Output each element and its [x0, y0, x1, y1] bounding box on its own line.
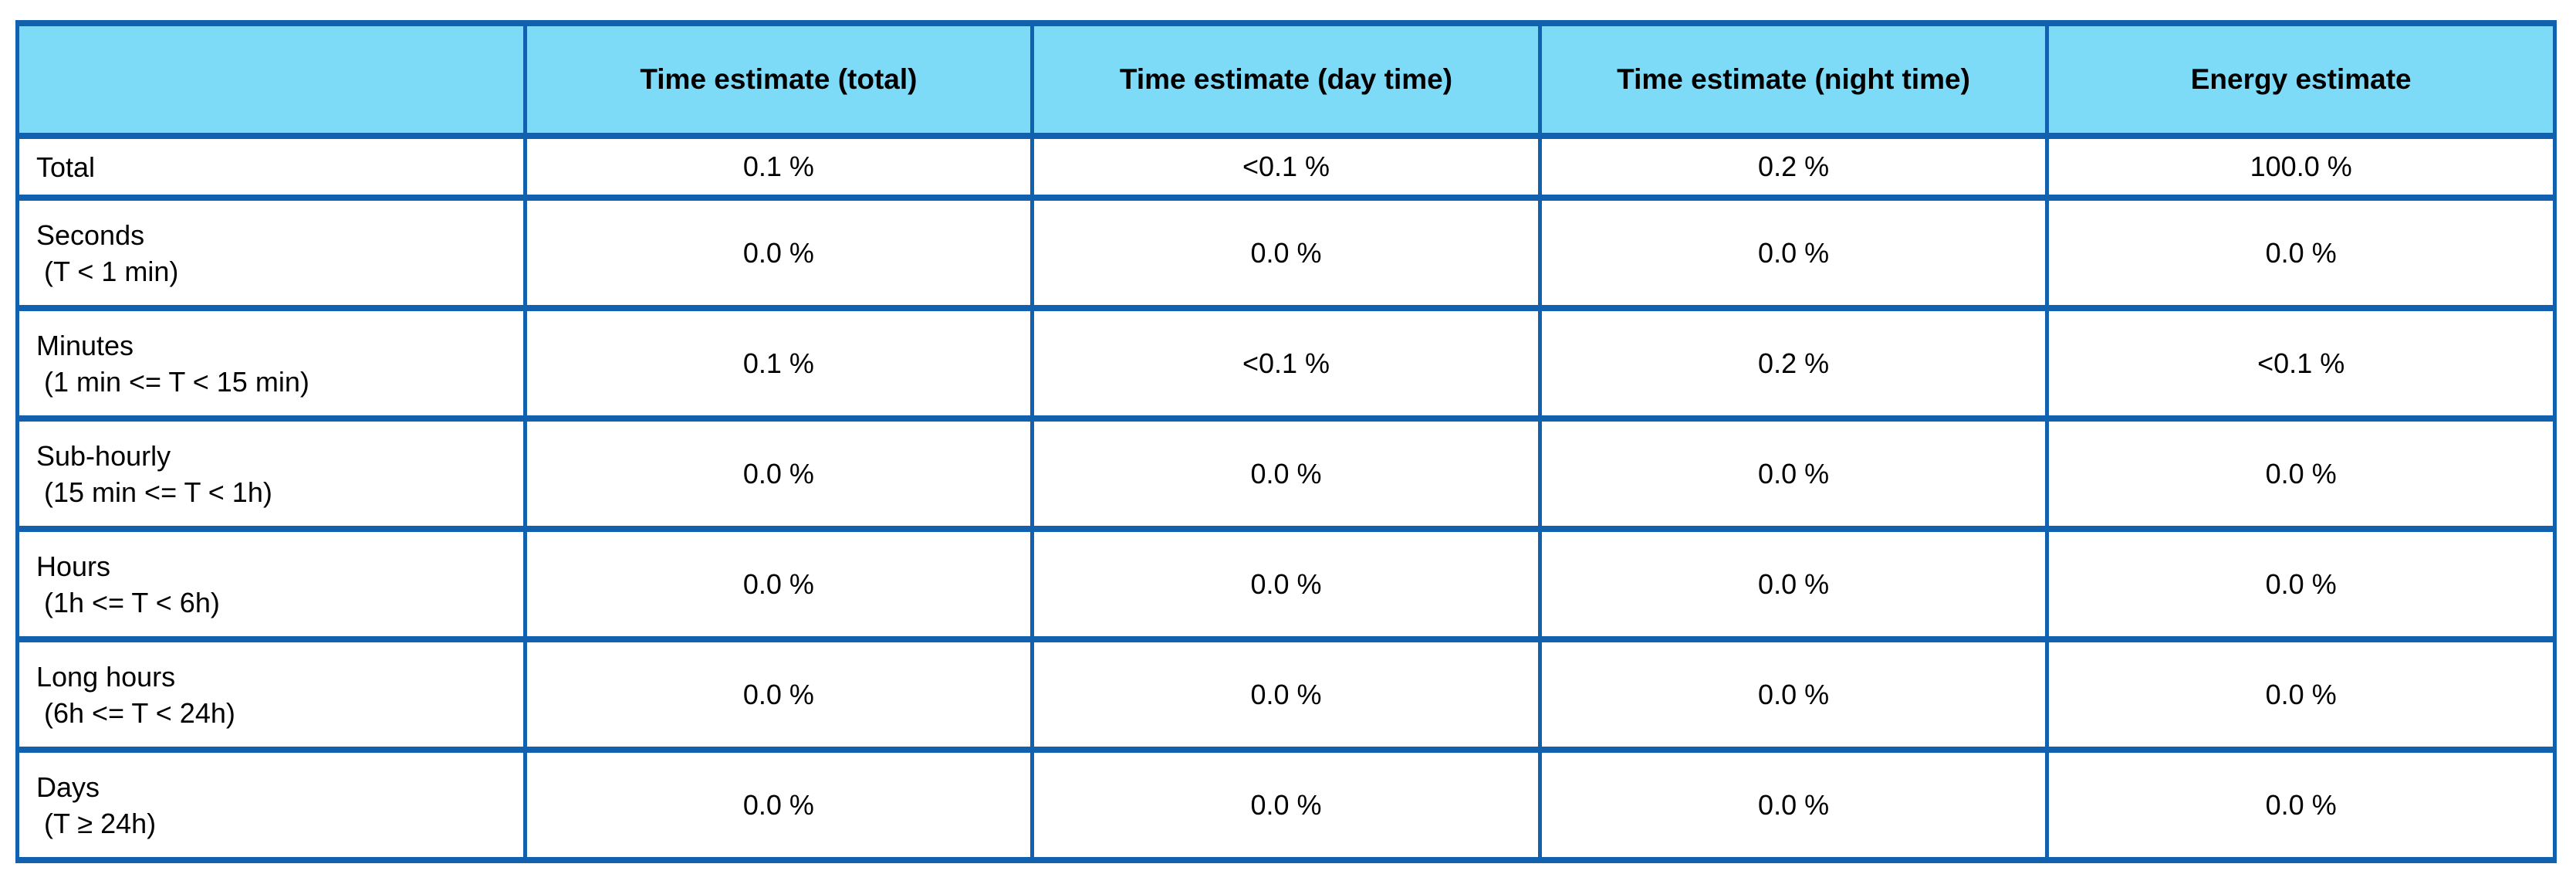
row-label-sub-hourly: Sub-hourly (15 min <= T < 1h) [15, 415, 527, 532]
cell-value: 0.1 % [522, 133, 1035, 201]
cell-value: 0.0 % [1537, 747, 2050, 863]
row-label-text: Long hours [36, 660, 176, 693]
header-cell-time-total: Time estimate (total) [522, 20, 1035, 139]
table-row-sub-hourly: Sub-hourly (15 min <= T < 1h) 0.0 % 0.0 … [15, 415, 2557, 532]
table-row-long-hours: Long hours (6h <= T < 24h) 0.0 % 0.0 % 0… [15, 636, 2557, 753]
cell-value: 0.0 % [1030, 526, 1542, 642]
cell-value: 0.0 % [2045, 747, 2557, 863]
table-row-total: Total 0.1 % <0.1 % 0.2 % 100.0 % [15, 133, 2557, 201]
time-energy-estimate-table: Time estimate (total) Time estimate (day… [15, 20, 2557, 863]
row-label-text: Total [36, 151, 96, 183]
row-label-hours: Hours (1h <= T < 6h) [15, 526, 527, 642]
cell-value: 0.0 % [2045, 195, 2557, 311]
cell-value: 0.2 % [1537, 133, 2050, 201]
cell-value: 0.0 % [1030, 636, 1542, 753]
cell-value: 100.0 % [2045, 133, 2557, 201]
cell-value: 0.1 % [522, 305, 1035, 422]
cell-value: 0.0 % [1030, 415, 1542, 532]
cell-value: 0.0 % [1030, 747, 1542, 863]
cell-value: 0.0 % [522, 747, 1035, 863]
row-label-seconds: Seconds (T < 1 min) [15, 195, 527, 311]
cell-value: <0.1 % [2045, 305, 2557, 422]
cell-value: 0.0 % [1537, 526, 2050, 642]
cell-value: 0.0 % [522, 636, 1035, 753]
table-row-hours: Hours (1h <= T < 6h) 0.0 % 0.0 % 0.0 % 0… [15, 526, 2557, 642]
row-label-long-hours: Long hours (6h <= T < 24h) [15, 636, 527, 753]
cell-value: 0.0 % [2045, 526, 2557, 642]
row-label-text: Days [36, 771, 100, 803]
cell-value: 0.0 % [2045, 415, 2557, 532]
row-label-text: Minutes [36, 329, 134, 361]
table-row-seconds: Seconds (T < 1 min) 0.0 % 0.0 % 0.0 % 0.… [15, 195, 2557, 311]
cell-value: 0.0 % [522, 415, 1035, 532]
row-label-text: Seconds [36, 218, 145, 251]
cell-value: 0.0 % [1030, 195, 1542, 311]
cell-value: 0.2 % [1537, 305, 2050, 422]
cell-value: <0.1 % [1030, 133, 1542, 201]
row-label-range: (1 min <= T < 15 min) [36, 365, 309, 398]
cell-value: 0.0 % [1537, 636, 2050, 753]
row-label-range: (6h <= T < 24h) [36, 696, 235, 729]
row-label-text: Sub-hourly [36, 439, 171, 472]
row-label-total: Total [15, 133, 527, 201]
row-label-days: Days (T ≥ 24h) [15, 747, 527, 863]
cell-value: <0.1 % [1030, 305, 1542, 422]
cell-value: 0.0 % [1537, 195, 2050, 311]
row-label-range: (1h <= T < 6h) [36, 586, 220, 618]
row-label-minutes: Minutes (1 min <= T < 15 min) [15, 305, 527, 422]
row-label-range: (T ≥ 24h) [36, 807, 157, 839]
cell-value: 0.0 % [1537, 415, 2050, 532]
row-label-range: (T < 1 min) [36, 255, 179, 287]
header-cell-time-day: Time estimate (day time) [1030, 20, 1542, 139]
header-cell-energy: Energy estimate [2045, 20, 2557, 139]
row-label-range: (15 min <= T < 1h) [36, 476, 272, 508]
cell-value: 0.0 % [522, 526, 1035, 642]
table-row-days: Days (T ≥ 24h) 0.0 % 0.0 % 0.0 % 0.0 % [15, 747, 2557, 863]
table-row-minutes: Minutes (1 min <= T < 15 min) 0.1 % <0.1… [15, 305, 2557, 422]
header-cell-time-night: Time estimate (night time) [1537, 20, 2050, 139]
cell-value: 0.0 % [2045, 636, 2557, 753]
header-row: Time estimate (total) Time estimate (day… [15, 20, 2557, 139]
header-cell-blank [15, 20, 527, 139]
cell-value: 0.0 % [522, 195, 1035, 311]
row-label-text: Hours [36, 550, 111, 582]
